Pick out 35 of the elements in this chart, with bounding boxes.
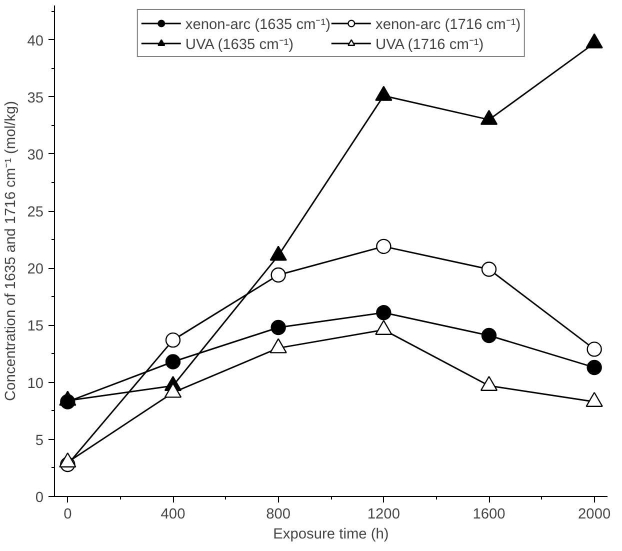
x-tick-label: 2000 bbox=[578, 506, 611, 522]
x-axis-title: Exposure time (h) bbox=[273, 526, 389, 542]
point bbox=[480, 110, 498, 125]
x-tick-label: 400 bbox=[160, 506, 186, 522]
point bbox=[165, 332, 181, 348]
y-tick-label: 10 bbox=[27, 376, 44, 392]
point bbox=[376, 305, 392, 320]
point bbox=[481, 328, 497, 344]
y-tick-label: 0 bbox=[35, 490, 44, 506]
y-tick-label: 30 bbox=[27, 147, 44, 164]
legend-label: UVA (1635 cm⁻¹) bbox=[185, 36, 294, 53]
x-tick-label: 1200 bbox=[367, 506, 400, 522]
point bbox=[270, 320, 286, 336]
point bbox=[586, 360, 602, 376]
y-tick-label: 40 bbox=[27, 33, 44, 50]
y-tick-label: 5 bbox=[35, 432, 44, 449]
y-axis-title: Concentration of 1635 and 1716 cm⁻¹ (mol/kg) bbox=[3, 101, 20, 401]
x-tick-label: 0 bbox=[64, 506, 72, 522]
y-tick-label: 25 bbox=[27, 204, 44, 221]
point bbox=[270, 246, 287, 261]
legend-label: xenon-arc (1635 cm⁻¹) bbox=[185, 16, 330, 33]
legend-label: UVA (1716 cm⁻¹) bbox=[376, 36, 484, 53]
point bbox=[165, 354, 181, 370]
point bbox=[586, 33, 603, 48]
point bbox=[376, 238, 392, 254]
point bbox=[375, 86, 392, 101]
x-tick-label: 800 bbox=[266, 506, 291, 522]
x-tick-label: 1600 bbox=[472, 506, 506, 522]
point bbox=[586, 342, 602, 357]
y-tick-label: 15 bbox=[27, 318, 44, 335]
point bbox=[270, 267, 286, 283]
point bbox=[481, 262, 497, 277]
legend-label: xenon-arc (1716 cm⁻¹) bbox=[376, 16, 521, 33]
y-tick-label: 20 bbox=[27, 262, 44, 278]
y-tick-label: 35 bbox=[27, 90, 44, 106]
